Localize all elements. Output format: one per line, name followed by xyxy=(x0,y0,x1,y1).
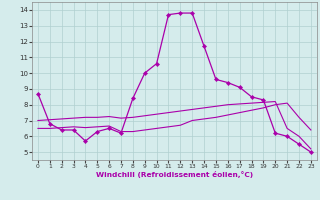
X-axis label: Windchill (Refroidissement éolien,°C): Windchill (Refroidissement éolien,°C) xyxy=(96,171,253,178)
